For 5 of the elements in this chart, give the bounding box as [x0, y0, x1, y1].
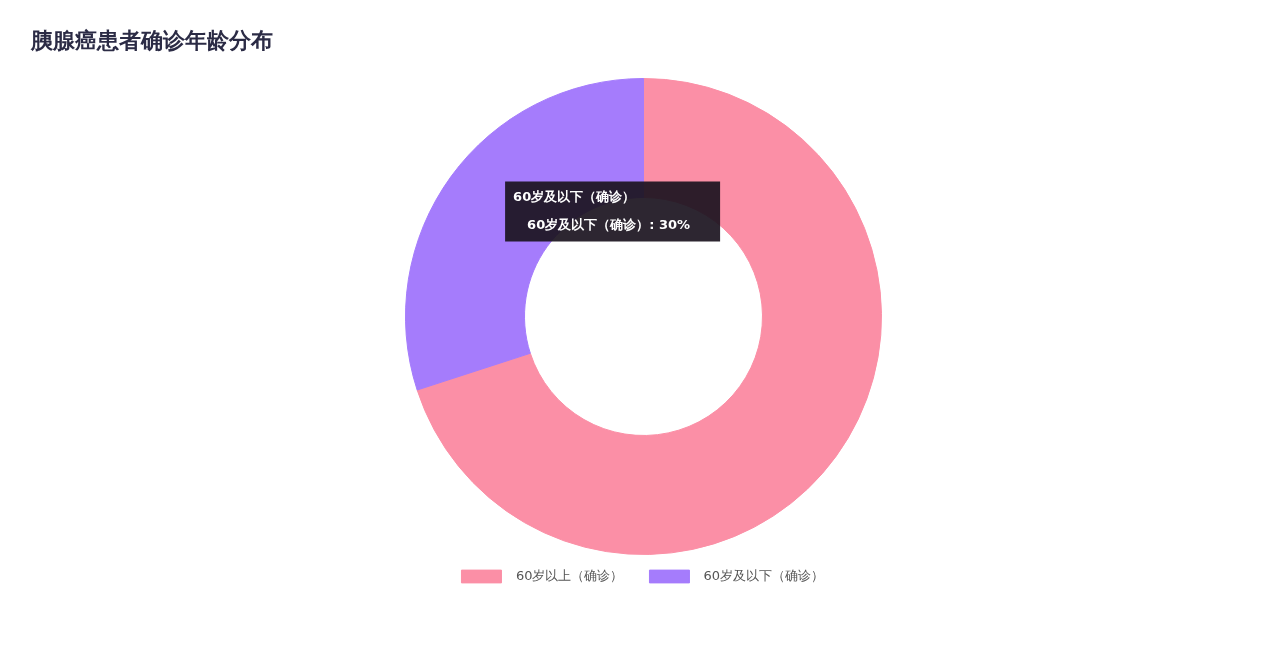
- text: 60岁及以下（确诊）: [513, 189, 636, 205]
- legend-label: 60岁以上（确诊）: [515, 567, 624, 585]
- legend-label: 60岁及以下（确诊）: [703, 567, 825, 585]
- text: 胰腺癌患者确诊年龄分布: [29, 28, 273, 53]
- data-label: 60岁及以下（确诊）: 30%: [527, 217, 691, 233]
